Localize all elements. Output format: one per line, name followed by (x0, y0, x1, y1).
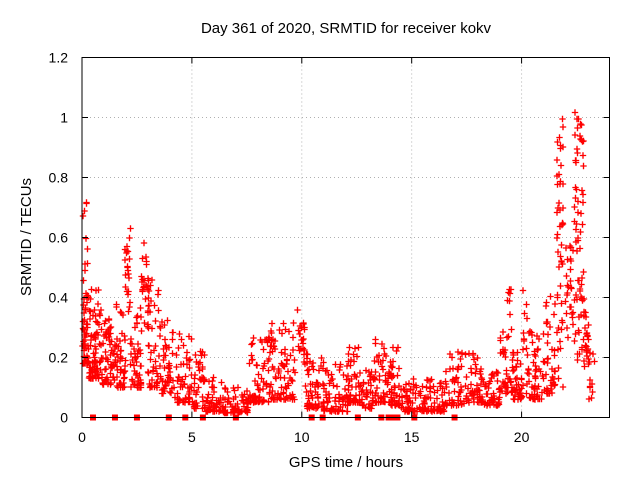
x-tick-label: 10 (294, 429, 310, 445)
y-tick-label: 1 (60, 110, 68, 126)
y-tick-label: 1.2 (49, 50, 69, 66)
y-tick-label: 0.6 (49, 230, 69, 246)
x-tick-label: 5 (188, 429, 196, 445)
data-points (79, 109, 598, 417)
y-tick-label: 0.4 (49, 290, 69, 306)
y-tick-label: 0.2 (49, 350, 69, 366)
x-tick-label: 15 (404, 429, 420, 445)
axis-ticks (81, 57, 610, 418)
y-axis-label: SRMTID / TECUs (18, 178, 35, 296)
gridlines (82, 57, 610, 418)
x-tick-label: 0 (78, 429, 86, 445)
srmtid-points-path (79, 109, 598, 417)
chart-title: Day 361 of 2020, SRMTID for receiver kok… (201, 20, 492, 37)
x-axis-label: GPS time / hours (289, 454, 403, 471)
tick-labels: 0 5 10 15 20 0 0.2 0.4 0.6 0.8 1 1.2 (49, 50, 530, 446)
y-tick-label: 0.8 (49, 170, 69, 186)
y-tick-label: 0 (60, 410, 68, 426)
x-tick-label: 20 (514, 429, 530, 445)
